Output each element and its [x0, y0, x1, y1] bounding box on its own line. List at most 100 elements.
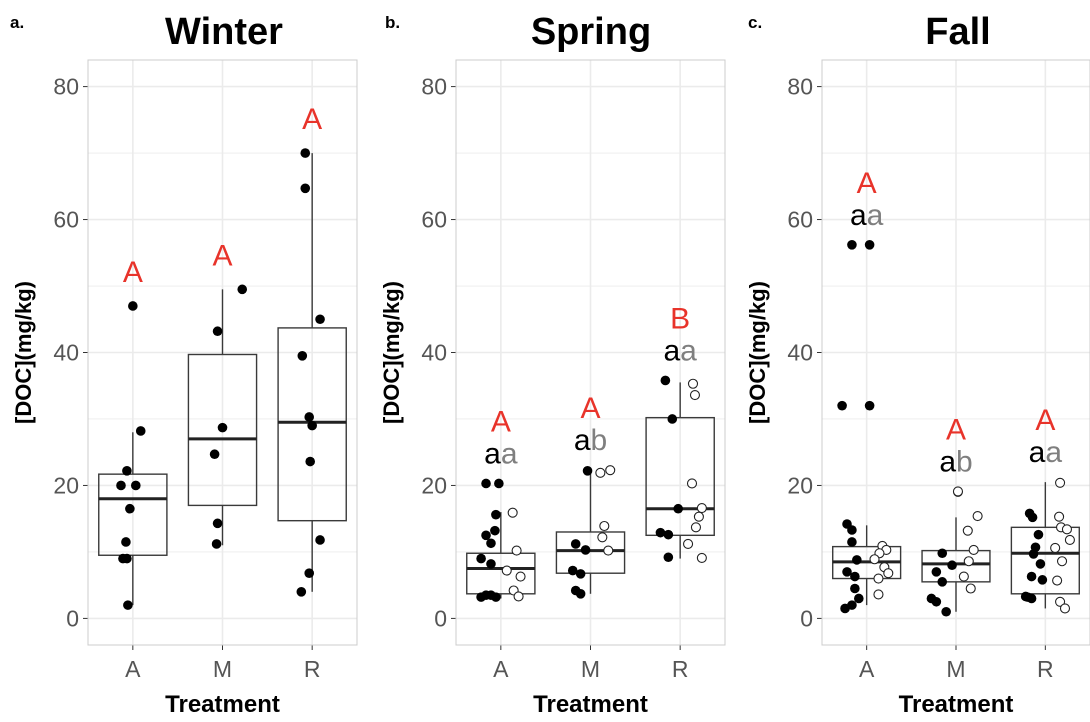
data-point-filled — [125, 503, 135, 514]
data-point-open — [883, 568, 894, 579]
data-point-filled — [490, 525, 500, 536]
data-point-filled — [121, 537, 131, 547]
y-tick-label: 80 — [787, 74, 813, 100]
significance-letter-red: A — [946, 413, 966, 446]
data-point-filled — [1037, 575, 1048, 585]
x-tick-label: M — [946, 656, 965, 682]
panel-tag: a. — [10, 13, 24, 32]
data-point-open — [1056, 556, 1068, 567]
data-point-filled — [304, 568, 315, 579]
x-tick-label: R — [1037, 656, 1054, 682]
data-point-filled — [663, 552, 674, 563]
box — [555, 531, 626, 574]
data-point-filled — [135, 426, 146, 436]
data-point-filled — [847, 525, 857, 535]
data-point-filled — [854, 593, 864, 604]
data-point-open — [972, 510, 983, 522]
data-point-filled — [476, 553, 486, 564]
data-point-open — [599, 520, 610, 532]
data-point-open — [968, 544, 979, 555]
data-point-filled — [931, 567, 942, 577]
data-point-open — [693, 511, 704, 522]
data-point-filled — [217, 422, 228, 433]
data-point-open — [696, 503, 707, 514]
y-tick-label: 20 — [53, 472, 79, 498]
x-tick-label: M — [581, 656, 600, 682]
box — [466, 552, 536, 595]
data-point-filled — [937, 548, 948, 559]
data-point-filled — [1026, 571, 1037, 582]
data-point-filled — [122, 553, 132, 564]
data-point-filled — [297, 351, 308, 361]
y-axis-title: [DOC](mg/kg) — [379, 281, 404, 424]
data-point-filled — [673, 503, 683, 514]
x-tick-label: A — [493, 656, 509, 682]
data-point-filled — [575, 569, 586, 579]
panel-tag: b. — [385, 13, 400, 32]
significance-letters-pair: aa — [484, 437, 518, 470]
y-tick-label: 20 — [787, 472, 813, 498]
data-point-open — [605, 465, 616, 476]
data-point-filled — [315, 535, 325, 545]
data-point-open — [1064, 534, 1075, 546]
data-point-filled — [842, 567, 852, 577]
data-point-filled — [486, 538, 496, 549]
x-tick-label: R — [672, 656, 689, 682]
data-point-filled — [1027, 512, 1038, 523]
y-tick-label: 80 — [421, 74, 447, 100]
data-point-filled — [937, 577, 948, 587]
data-point-filled — [237, 284, 248, 295]
data-point-filled — [212, 326, 223, 337]
data-point-open — [513, 591, 524, 602]
data-point-filled — [307, 420, 317, 431]
data-point-filled — [209, 449, 220, 460]
plot-frame — [87, 59, 358, 646]
significance-letters-pair: ab — [939, 445, 972, 478]
data-point-filled — [1022, 592, 1033, 602]
data-point-filled — [864, 400, 875, 411]
data-point-filled — [847, 240, 857, 250]
data-point-filled — [667, 414, 678, 424]
data-point-filled — [1035, 559, 1046, 569]
y-tick-label: 60 — [787, 207, 813, 233]
y-tick-label: 0 — [800, 605, 813, 631]
data-point-filled — [481, 478, 491, 489]
x-tick-label: R — [304, 656, 321, 682]
data-point-filled — [580, 545, 591, 555]
significance-letter-red: A — [1035, 404, 1055, 437]
data-point-filled — [116, 480, 126, 491]
significance-letter-red: A — [123, 256, 143, 289]
data-point-filled — [655, 527, 666, 538]
panel-title: Spring — [531, 11, 651, 53]
y-axis-title: [DOC](mg/kg) — [745, 281, 770, 424]
data-point-open — [597, 532, 608, 543]
data-point-filled — [212, 518, 223, 529]
data-point-open — [965, 583, 976, 594]
data-point-open — [507, 507, 518, 518]
data-point-filled — [663, 529, 674, 540]
y-tick-label: 0 — [434, 605, 447, 631]
data-point-open — [869, 554, 880, 565]
data-point-filled — [837, 400, 847, 411]
data-point-open — [511, 545, 522, 556]
data-point-filled — [476, 592, 486, 602]
box — [277, 327, 347, 522]
panel-title: Fall — [925, 11, 990, 53]
data-point-filled — [300, 183, 311, 194]
data-point-open — [686, 478, 698, 489]
box — [921, 549, 991, 583]
significance-letter-red: A — [857, 167, 877, 200]
data-point-open — [687, 378, 699, 389]
data-point-open — [696, 552, 707, 563]
significance-letters-pair: aa — [850, 199, 884, 232]
y-tick-label: 60 — [53, 207, 79, 233]
data-point-open — [1061, 524, 1073, 535]
x-axis-title: Treatment — [165, 691, 280, 717]
data-point-open — [1052, 575, 1063, 586]
data-point-open — [962, 525, 973, 536]
y-tick-label: 40 — [421, 340, 447, 366]
data-point-filled — [491, 509, 501, 520]
data-point-filled — [864, 240, 875, 250]
